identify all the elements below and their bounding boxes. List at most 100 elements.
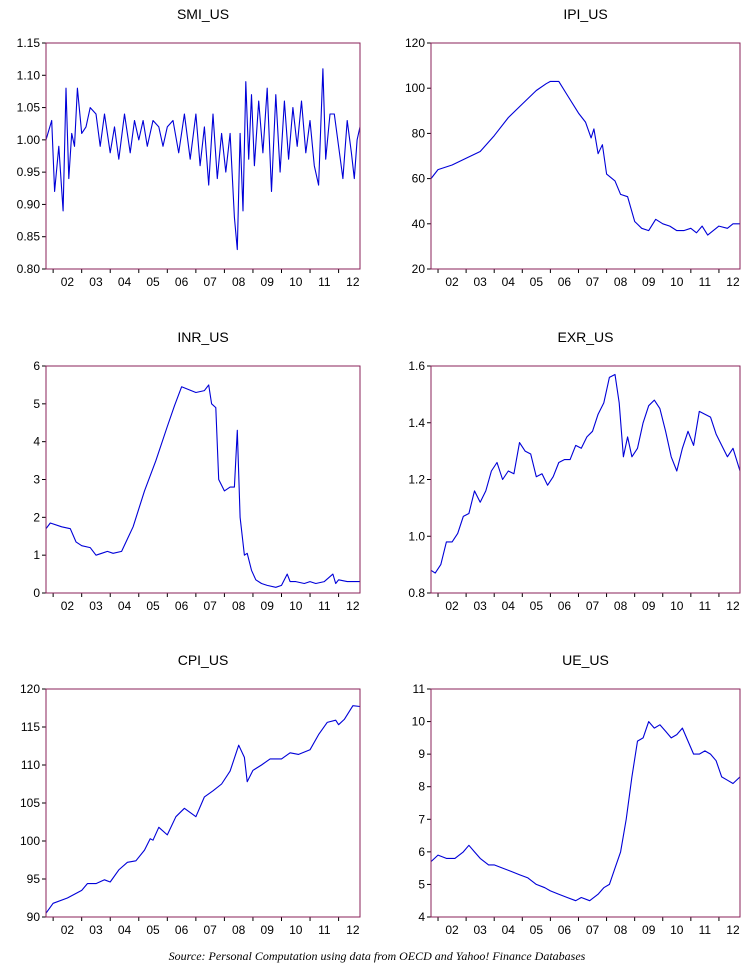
- x-tick-label: 04: [118, 923, 132, 937]
- series-line: [45, 68, 361, 251]
- x-tick-label: 10: [670, 923, 684, 937]
- y-tick-label: 1.6: [408, 359, 425, 373]
- x-tick-label: 07: [586, 599, 600, 613]
- y-tick-label: 2: [33, 510, 40, 524]
- x-tick-label: 08: [614, 275, 628, 289]
- x-tick-label: 07: [203, 923, 217, 937]
- x-tick-label: 12: [346, 275, 360, 289]
- source-caption: Source: Personal Computation using data …: [168, 949, 586, 963]
- y-tick-label: 11: [413, 682, 426, 696]
- x-tick-label: 05: [146, 923, 160, 937]
- chart-title: IPI_US: [563, 6, 607, 22]
- x-tick-label: 11: [699, 275, 712, 289]
- x-tick-label: 03: [89, 923, 103, 937]
- chart-title: CPI_US: [178, 652, 229, 668]
- x-tick-label: 11: [699, 923, 712, 937]
- x-tick-label: 03: [473, 275, 487, 289]
- x-tick-label: 05: [530, 275, 544, 289]
- chart-title: UE_US: [562, 652, 609, 668]
- x-tick-label: 08: [232, 275, 246, 289]
- x-tick-label: 10: [289, 599, 303, 613]
- y-tick-label: 9: [418, 747, 425, 761]
- y-tick-label: 3: [33, 473, 40, 487]
- y-tick-label: 105: [20, 796, 40, 810]
- x-tick-label: 04: [118, 599, 132, 613]
- plot-frame: [430, 688, 741, 918]
- x-tick-label: 11: [318, 275, 331, 289]
- x-tick-label: 07: [203, 275, 217, 289]
- y-tick-label: 1.0: [408, 529, 425, 543]
- x-tick-label: 02: [61, 923, 75, 937]
- x-tick-label: 05: [146, 275, 160, 289]
- x-tick-label: 12: [346, 599, 360, 613]
- y-tick-label: 1: [33, 548, 40, 562]
- x-tick-label: 09: [261, 599, 275, 613]
- x-tick-label: 10: [670, 275, 684, 289]
- x-tick-label: 12: [726, 275, 740, 289]
- x-tick-label: 11: [318, 599, 331, 613]
- x-tick-label: 06: [558, 599, 572, 613]
- x-tick-label: 02: [61, 599, 75, 613]
- x-tick-label: 11: [699, 599, 712, 613]
- y-tick-label: 1.00: [17, 133, 41, 147]
- x-tick-label: 06: [175, 599, 189, 613]
- chart-panel-ue-us: UE_US 4 5 6 7 8 9 10 11 02 03 04 05 06 07 08 09 10 11 12: [412, 652, 741, 937]
- y-tick-label: 100: [405, 81, 425, 95]
- series-line: [430, 373, 741, 574]
- y-tick-label: 0.90: [17, 197, 41, 211]
- y-tick-label: 120: [405, 36, 425, 50]
- x-tick-label: 03: [473, 923, 487, 937]
- x-tick-label: 08: [232, 599, 246, 613]
- x-tick-label: 04: [502, 599, 516, 613]
- x-tick-label: 07: [586, 923, 600, 937]
- y-tick-label: 95: [27, 872, 41, 886]
- y-tick-label: 60: [412, 172, 426, 186]
- y-tick-label: 5: [33, 397, 40, 411]
- y-tick-label: 8: [418, 780, 425, 794]
- plot-frame: [430, 42, 741, 270]
- series-line: [45, 384, 360, 588]
- x-tick-label: 09: [642, 599, 656, 613]
- x-tick-label: 12: [726, 923, 740, 937]
- x-tick-label: 10: [289, 275, 303, 289]
- x-tick-label: 10: [289, 923, 303, 937]
- chart-panel-ipi-us: IPI_US 20 40 60 80 100 120 02 03 04 05 06 07 08 09 10 11…: [405, 6, 741, 289]
- y-tick-label: 110: [21, 758, 40, 772]
- plot-frame: [45, 688, 361, 918]
- y-tick-label: 0.85: [17, 230, 41, 244]
- plot-frame: [45, 42, 361, 270]
- x-tick-label: 11: [318, 923, 331, 937]
- y-tick-label: 1.10: [17, 68, 41, 82]
- plot-frame: [430, 365, 741, 594]
- x-tick-label: 03: [89, 599, 103, 613]
- x-tick-label: 06: [175, 275, 189, 289]
- x-tick-label: 08: [614, 599, 628, 613]
- plot-frame: [45, 365, 361, 594]
- series-line: [430, 721, 741, 902]
- y-tick-label: 1.05: [17, 101, 41, 115]
- chart-panel-cpi-us: CPI_US 90 95 100 105 110 115 120 02 03 04 05 06 07 08 0…: [20, 652, 361, 937]
- y-tick-label: 6: [418, 845, 425, 859]
- chart-panel-smi-us: SMI_US 0.80 0.85 0.90 0.95 1.00 1.05 1.10 1.15 02…: [17, 6, 361, 289]
- y-tick-label: 4: [418, 910, 425, 924]
- y-tick-label: 115: [21, 720, 40, 734]
- x-tick-label: 07: [586, 275, 600, 289]
- x-tick-label: 10: [670, 599, 684, 613]
- y-tick-label: 1.4: [408, 416, 425, 430]
- y-tick-label: 0: [33, 586, 40, 600]
- y-tick-label: 5: [418, 877, 425, 891]
- y-tick-label: 0.8: [408, 586, 425, 600]
- y-tick-label: 0.80: [17, 262, 41, 276]
- y-tick-label: 4: [33, 435, 40, 449]
- x-tick-label: 09: [261, 923, 275, 937]
- y-tick-label: 120: [20, 682, 40, 696]
- y-tick-label: 80: [412, 126, 426, 140]
- x-tick-label: 09: [642, 923, 656, 937]
- y-tick-label: 7: [418, 812, 425, 826]
- chart-panel-exr-us: EXR_US 0.8 1.0 1.2 1.4 1.6 02 03 04 05 06 07 08 09 10 1…: [408, 329, 741, 613]
- y-tick-label: 1.15: [17, 36, 41, 50]
- y-tick-label: 20: [412, 262, 426, 276]
- x-tick-label: 03: [473, 599, 487, 613]
